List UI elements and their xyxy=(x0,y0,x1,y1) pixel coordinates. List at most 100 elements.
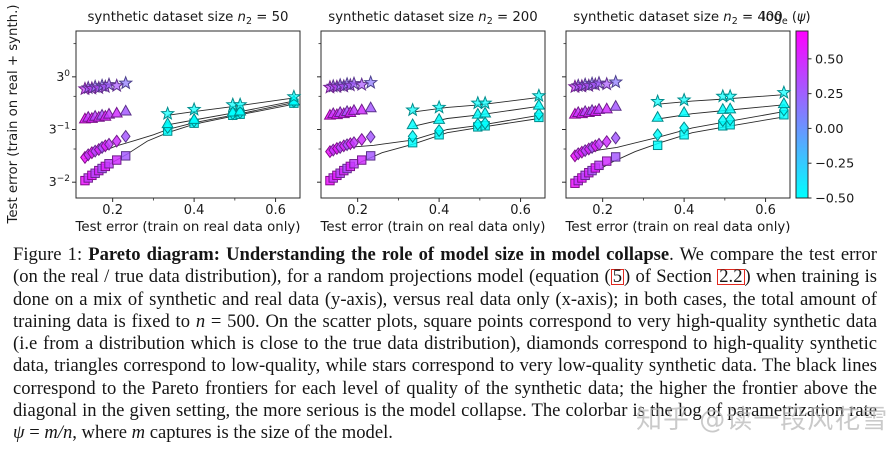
triangle-marker xyxy=(532,98,546,110)
square-marker xyxy=(104,159,114,169)
diamond-marker xyxy=(610,131,621,145)
x-tick-label: 0.6 xyxy=(265,203,286,218)
pareto-frontier-triangles xyxy=(167,100,294,126)
colorbar-tick-label: 0.00 xyxy=(815,122,844,137)
pareto-frontier-squares xyxy=(573,116,784,186)
x-axis-label: Test error (train on real data only) xyxy=(320,220,546,235)
triangle-marker xyxy=(600,102,613,114)
colorbar-tick-label: 0.50 xyxy=(815,52,844,67)
pareto-frontier-triangles xyxy=(412,105,539,127)
pareto-frontier-triangles xyxy=(657,104,784,120)
x-tick-label: 0.2 xyxy=(592,203,613,218)
x-tick-label: 0.4 xyxy=(429,203,450,218)
star-marker xyxy=(354,76,370,92)
star-marker xyxy=(160,105,176,121)
star-marker xyxy=(363,74,379,89)
star-marker xyxy=(608,74,624,89)
star-marker xyxy=(186,101,202,116)
y-tick-label: 3−1 xyxy=(49,122,70,137)
star-marker xyxy=(109,77,125,93)
diamond-marker xyxy=(434,123,445,138)
square-marker xyxy=(349,159,359,169)
y-axis-label: Test error (train on real + synth.) xyxy=(6,4,21,224)
pareto-frontier-diamonds xyxy=(573,111,784,158)
colorbar-label: loge (ψ) xyxy=(762,10,811,27)
square-marker xyxy=(112,155,122,165)
diamond-marker xyxy=(480,116,491,130)
caption-text: . We compare the test error (on the real… xyxy=(13,244,877,288)
square-marker xyxy=(365,151,376,161)
triangle-marker xyxy=(677,105,691,118)
triangle-marker xyxy=(161,116,174,129)
x-axis-label: Test error (train on real data only) xyxy=(75,220,301,235)
triangle-marker xyxy=(187,112,201,124)
triangle-marker xyxy=(651,110,664,122)
panel-title: synthetic dataset size n2 = 200 xyxy=(328,10,537,27)
star-marker xyxy=(477,95,493,110)
colorbar-tick-label: −0.25 xyxy=(815,157,854,172)
triangle-marker xyxy=(432,112,446,124)
diamond-marker xyxy=(349,136,359,150)
axes-frame xyxy=(565,30,791,199)
star-marker xyxy=(650,93,666,108)
star-marker xyxy=(599,76,615,91)
caption-text: Figure 1: xyxy=(13,244,89,265)
caption-text: = xyxy=(24,422,45,444)
star-marker xyxy=(346,75,362,91)
triangle-marker xyxy=(364,101,377,113)
diamond-marker xyxy=(717,113,728,128)
figure-caption: Figure 1: Pareto diagram: Understanding … xyxy=(13,244,877,445)
y-tick-label: 30 xyxy=(56,69,70,84)
caption-reference-link[interactable]: 2.2 xyxy=(717,266,745,288)
x-tick-label: 0.6 xyxy=(755,203,776,218)
star-marker xyxy=(722,88,738,103)
diamond-marker xyxy=(120,129,131,144)
diamond-marker xyxy=(472,117,483,131)
triangle-marker xyxy=(233,104,247,116)
diamond-marker xyxy=(725,112,736,127)
panel-title: synthetic dataset size n2 = 400 xyxy=(573,10,782,27)
triangle-marker xyxy=(592,102,606,114)
star-marker xyxy=(232,96,248,112)
x-tick-label: 0.4 xyxy=(184,203,205,218)
triangle-marker xyxy=(478,106,492,118)
diamond-marker xyxy=(365,130,376,144)
pareto-frontier-squares xyxy=(328,118,539,183)
caption-text: ψ xyxy=(13,422,25,444)
triangle-marker xyxy=(777,96,791,109)
pareto-frontier-stars xyxy=(412,96,539,113)
y-tick-label: 3−2 xyxy=(49,174,70,189)
colorbar-tick-label: −0.50 xyxy=(815,192,854,207)
diamond-marker xyxy=(533,107,544,121)
caption-text: = 500. On the scatter plots, square poin… xyxy=(13,310,877,422)
square-marker xyxy=(357,155,367,165)
pareto-frontier-stars xyxy=(167,97,294,116)
pareto-frontier-stars xyxy=(657,94,784,105)
diamond-marker xyxy=(111,134,122,148)
triangle-marker xyxy=(723,102,737,114)
square-marker xyxy=(594,160,604,171)
diamond-marker xyxy=(104,137,114,151)
panel-n2-200: 0.2 0.4 0.6 synthetic dataset size n2 = 200… xyxy=(317,10,547,235)
caption-reference-link[interactable]: 5 xyxy=(610,266,624,288)
colorbar-gradient xyxy=(795,30,809,199)
panel-n2-50: 0.2 0.4 0.6 30 3−1 3−2 synthetic dataset size … xyxy=(49,10,302,235)
axes-frame xyxy=(75,30,301,199)
caption-text: m xyxy=(131,422,146,444)
caption-text: ) of Section xyxy=(623,266,718,288)
star-marker xyxy=(431,99,447,114)
diamond-marker xyxy=(652,128,663,142)
star-marker xyxy=(776,84,792,99)
colorbar: 0.50 0.25 0.00 −0.25 −0.50 loge (ψ) xyxy=(762,10,854,207)
diamond-marker xyxy=(594,137,604,151)
square-marker xyxy=(652,140,663,151)
star-marker xyxy=(676,92,692,107)
caption-text: Pareto diagram: Understanding the role o… xyxy=(88,244,670,265)
caption-text: captures is the size of the model. xyxy=(145,422,393,444)
star-marker xyxy=(101,76,117,92)
triangle-marker xyxy=(609,99,622,111)
triangle-marker xyxy=(110,106,123,118)
x-tick-label: 0.6 xyxy=(510,203,531,218)
triangle-marker xyxy=(406,118,419,130)
